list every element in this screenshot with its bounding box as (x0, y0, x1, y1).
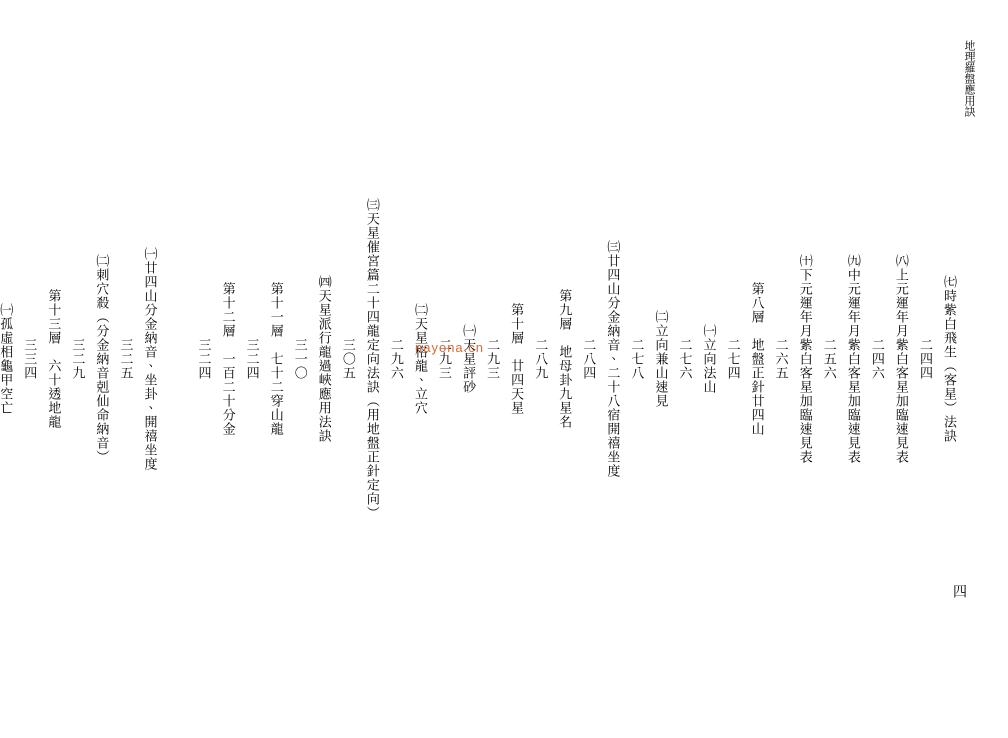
toc-entry: ㈠廿四山分金納音、坐卦、開禧坐度三二五 (114, 40, 162, 678)
toc-entry: 第九層 地母卦九星名二八九 (529, 40, 577, 678)
toc-entry-title: 第十三層 六十透地龍 (42, 289, 66, 429)
toc-entry-page: 三三四 (18, 338, 42, 380)
toc-entry: ㈦時紫白飛生（客星）法訣二四四 (914, 40, 962, 678)
running-head: 地理羅盤應用訣 (962, 40, 978, 718)
toc-entry-page: 二七四 (722, 338, 746, 380)
toc-entry: ㈢天星催宮篇二十四龍定向法訣（用地盤正針定向）三〇五 (337, 40, 385, 678)
right-column: ㈦時紫白飛生（客星）法訣二四四㈧上元運年月紫白客星加臨速見表二四六㈨中元運年月紫… (193, 40, 963, 680)
toc-entry-title: ㈣天星派行龍過峽應用法訣 (313, 275, 337, 443)
toc-entry-title: ㈠廿四山分金納音、坐卦、開禧坐度 (138, 247, 162, 471)
toc-entry: ㈧上元運年月紫白客星加臨速見表二四六 (866, 40, 914, 678)
toc-entry: 第十一層 七十二穿山龍三二四 (241, 40, 289, 678)
toc-entry: ㈢廿四山分金納音、二十八宿開禧坐度二八四 (577, 40, 625, 678)
toc-entry-title: 第八層 地盤正針廿四山 (746, 282, 770, 436)
toc-entry-title: ㈠天星評砂 (457, 324, 481, 394)
toc-entry-title: ㈢廿四山分金納音、二十八宿開禧坐度 (601, 240, 625, 478)
toc-entry-page: 二四六 (866, 338, 890, 380)
toc-entry: 第十三層 六十透地龍三三四 (18, 40, 66, 678)
toc-entry-title: ㈨中元運年月紫白客星加臨速見表 (842, 254, 866, 464)
toc-entry-title: 第十二層 一百二十分金 (217, 282, 241, 436)
toc-entry-page: 二九六 (385, 338, 409, 380)
toc-entry-title: ㈢天星催宮篇二十四龍定向法訣（用地盤正針定向） (361, 198, 385, 520)
toc-entry: 第十層 廿四天星二九三 (481, 40, 529, 678)
toc-entry-page: 二七六 (673, 338, 697, 380)
page-number-right: 四 (950, 584, 970, 598)
right-page: 地理羅盤應用訣 ㈦時紫白飛生（客星）法訣二四四㈧上元運年月紫白客星加臨速見表二四… (193, 40, 979, 718)
watermark: nayona.cn (415, 340, 484, 355)
toc-entry-title: 第十層 廿四天星 (505, 303, 529, 415)
toc-entry-page: 三一〇 (289, 338, 313, 380)
toc-entry-title: 第九層 地母卦九星名 (553, 289, 577, 429)
toc-entry-page: 三二四 (241, 338, 265, 380)
toc-entry-page: 二八四 (577, 338, 601, 380)
toc-entry-page: 三二五 (114, 338, 138, 380)
toc-entry: ㈠天星評砂二九三 (433, 40, 481, 678)
toc-entry-page: 二六五 (770, 338, 794, 380)
toc-entry-title: ㈠立向法山 (697, 324, 721, 394)
toc-entry: 第八層 地盤正針廿四山二七四 (722, 40, 770, 678)
toc-spread: 地理羅盤應用訣 ㈦時紫白飛生（客星）法訣二四四㈧上元運年月紫白客星加臨速見表二四… (0, 0, 1008, 738)
toc-entry: ㈣天星派行龍過峽應用法訣三一〇 (289, 40, 337, 678)
toc-entry: ㈡天星格龍、立穴二九六 (385, 40, 433, 678)
toc-entry-page: 二七八 (625, 338, 649, 380)
toc-entry: ㈡立向兼山速見二七八 (625, 40, 673, 678)
toc-entry-page: 三二九 (66, 338, 90, 380)
toc-entry-page: 三二四 (193, 338, 217, 380)
toc-entry-page: 三〇五 (337, 338, 361, 380)
toc-entry: ㈨中元運年月紫白客星加臨速見表二五六 (818, 40, 866, 678)
toc-entry: ㈠孤虛相龜甲空亡三三五 (0, 40, 18, 678)
toc-entry-title: ㈦時紫白飛生（客星）法訣 (938, 275, 962, 443)
toc-entry: ㈠立向法山二七六 (673, 40, 721, 678)
left-column: ㈠廿四山分金納音、坐卦、開禧坐度三二五㈡刺穴殺（分金納音剋仙命納音）三二九第十三… (0, 40, 163, 680)
toc-entry: ㈡刺穴殺（分金納音剋仙命納音）三二九 (66, 40, 114, 678)
toc-entry-page: 二九三 (481, 338, 505, 380)
toc-entry-title: ㈡天星格龍、立穴 (409, 303, 433, 415)
left-page: ㈠廿四山分金納音、坐卦、開禧坐度三二五㈡刺穴殺（分金納音剋仙命納音）三二九第十三… (0, 40, 163, 718)
toc-entry-title: ㈡立向兼山速見 (649, 310, 673, 408)
toc-entry-title: ㈠孤虛相龜甲空亡 (0, 303, 18, 415)
toc-entry-page: 二五六 (818, 338, 842, 380)
toc-entry-title: ㈩下元運年月紫白客星加臨速見表 (794, 254, 818, 464)
toc-entry: 第十二層 一百二十分金三二四 (193, 40, 241, 678)
toc-entry-title: ㈧上元運年月紫白客星加臨速見表 (890, 254, 914, 464)
toc-entry: ㈩下元運年月紫白客星加臨速見表二六五 (770, 40, 818, 678)
toc-entry-page: 二八九 (529, 338, 553, 380)
toc-entry-title: 第十一層 七十二穿山龍 (265, 282, 289, 436)
toc-entry-page: 二四四 (914, 338, 938, 380)
toc-entry-title: ㈡刺穴殺（分金納音剋仙命納音） (90, 254, 114, 464)
